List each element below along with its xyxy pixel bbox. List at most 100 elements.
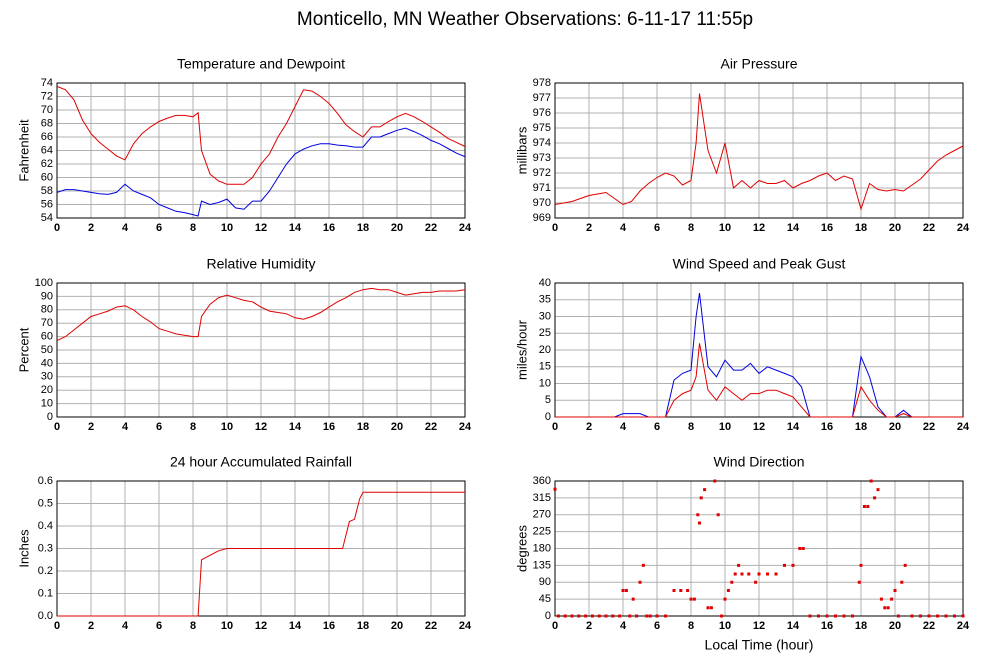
y-tick-label: 20 [539, 344, 551, 356]
data-point [621, 589, 625, 592]
data-point [873, 496, 877, 500]
data-point [825, 614, 829, 618]
x-tick-label: 14 [289, 421, 302, 433]
y-tick-label: 70 [41, 317, 53, 329]
y-tick-label: 0 [47, 411, 53, 423]
y-tick-label: 25 [539, 327, 551, 339]
data-point [556, 614, 560, 618]
y-tick-label: 100 [35, 277, 53, 289]
data-point [766, 572, 769, 576]
data-point [570, 614, 574, 618]
y-tick-label: 225 [533, 526, 551, 538]
x-tick-label: 6 [654, 421, 660, 433]
y-tick-label: 30 [539, 310, 551, 322]
x-tick-label: 8 [190, 620, 196, 632]
data-line [554, 93, 964, 211]
y-tick-label: 10 [539, 377, 551, 389]
y-tick-label: 62 [41, 158, 53, 170]
x-tick-label: 16 [821, 222, 833, 234]
data-point [862, 505, 866, 508]
chart-title: Wind Speed and Peak Gust [673, 256, 846, 272]
data-point [774, 572, 778, 576]
y-tick-label: 35 [539, 294, 551, 306]
data-point [709, 606, 713, 610]
data-point [747, 572, 751, 576]
x-tick-label: 22 [425, 421, 437, 433]
x-tick-label: 0 [552, 222, 558, 234]
plot-frame [554, 480, 964, 617]
x-tick-label: 10 [221, 620, 233, 632]
data-line [57, 491, 465, 617]
x-tick-label: 22 [425, 620, 437, 632]
data-point [641, 563, 645, 567]
y-tick-label: 360 [533, 475, 551, 487]
plot-frame [56, 480, 466, 617]
y-tick-label: 90 [41, 290, 53, 302]
x-tick-label: 14 [289, 620, 302, 632]
y-tick-label: 40 [41, 357, 53, 369]
x-tick-label: 10 [719, 421, 731, 433]
x-tick-label: 0 [54, 620, 60, 632]
y-tick-label: 0.3 [38, 542, 53, 554]
y-tick-label: 973 [533, 152, 551, 164]
chart-title: Wind Direction [713, 454, 804, 470]
chart-title: 24 hour Accumulated Rainfall [170, 454, 352, 470]
y-tick-label: 0 [545, 411, 551, 423]
data-point [706, 606, 710, 610]
x-tick-label: 12 [255, 222, 267, 234]
y-tick-label: 135 [533, 559, 551, 571]
x-axis-label: Local Time (hour) [705, 637, 814, 653]
data-point [631, 597, 635, 601]
x-tick-label: 12 [753, 222, 765, 234]
y-tick-label: 74 [41, 77, 53, 89]
y-tick-label: 72 [41, 90, 53, 102]
data-point [723, 597, 727, 601]
data-point [886, 606, 890, 610]
data-point [896, 614, 900, 618]
x-tick-label: 20 [391, 222, 403, 234]
y-tick-label: 315 [533, 492, 551, 504]
x-tick-label: 14 [289, 222, 302, 234]
data-point [857, 580, 861, 584]
y-axis-label: degrees [514, 525, 529, 572]
x-tick-label: 4 [122, 222, 129, 234]
data-point [783, 563, 786, 567]
data-point [757, 572, 761, 576]
data-point [597, 614, 601, 618]
x-tick-label: 24 [459, 421, 472, 433]
x-tick-label: 6 [156, 222, 162, 234]
x-tick-label: 18 [855, 620, 867, 632]
data-point [740, 572, 744, 576]
x-tick-label: 10 [221, 421, 233, 433]
data-point [604, 614, 608, 618]
data-point [720, 614, 724, 618]
x-tick-label: 12 [753, 421, 765, 433]
x-tick-label: 0 [54, 222, 60, 234]
y-tick-label: 978 [533, 77, 551, 89]
data-point [624, 589, 628, 592]
data-point [563, 614, 567, 618]
chart-title: Relative Humidity [207, 256, 316, 272]
chart-title: Air Pressure [720, 56, 797, 72]
data-point [703, 488, 707, 492]
x-tick-label: 16 [821, 620, 833, 632]
y-tick-label: 60 [41, 171, 53, 183]
data-point [798, 547, 802, 550]
data-point [890, 597, 894, 601]
data-point [689, 597, 693, 601]
x-tick-label: 0 [552, 620, 558, 632]
y-tick-label: 45 [539, 593, 551, 605]
data-point [713, 479, 717, 483]
data-point [834, 614, 837, 618]
data-line [56, 287, 466, 342]
y-tick-label: 270 [533, 509, 551, 521]
data-point [628, 614, 632, 618]
data-point [953, 614, 956, 618]
x-tick-label: 22 [923, 620, 935, 632]
x-tick-label: 12 [753, 620, 765, 632]
y-tick-label: 969 [533, 212, 551, 224]
y-tick-label: 975 [533, 122, 551, 134]
data-point [577, 614, 581, 618]
x-tick-label: 20 [889, 620, 901, 632]
